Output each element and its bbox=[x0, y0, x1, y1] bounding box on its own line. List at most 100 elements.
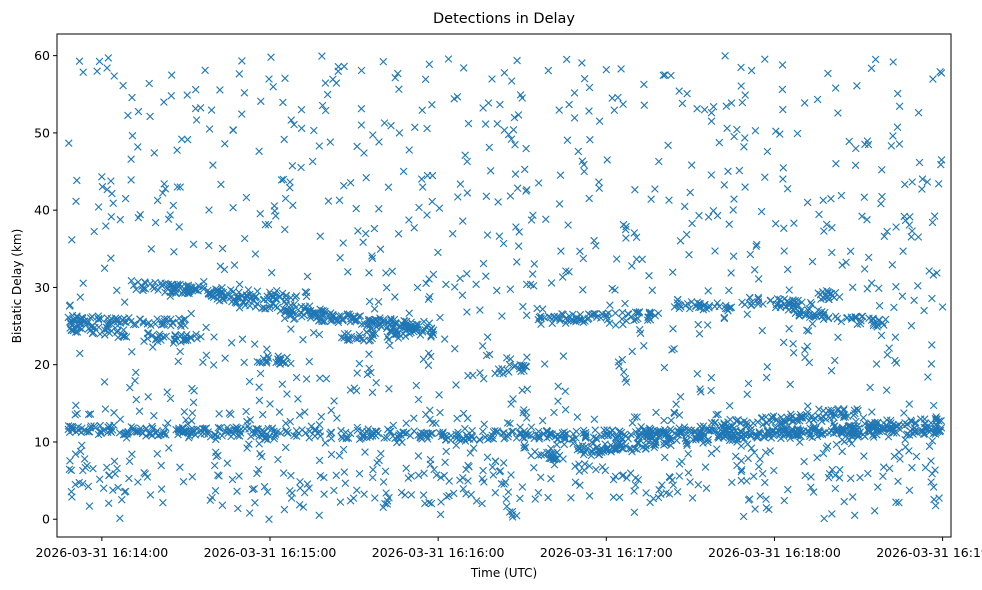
detection-point bbox=[714, 433, 722, 441]
detection-point bbox=[402, 419, 410, 428]
detection-point bbox=[318, 52, 326, 60]
detection-point bbox=[684, 450, 692, 458]
detection-point bbox=[727, 99, 736, 107]
detection-point bbox=[272, 212, 280, 220]
detection-point bbox=[116, 215, 125, 224]
detection-point bbox=[192, 330, 200, 339]
detection-point bbox=[132, 285, 140, 294]
detection-point bbox=[672, 400, 680, 408]
detection-point bbox=[853, 82, 861, 90]
detection-point bbox=[686, 188, 694, 197]
detection-point bbox=[270, 434, 278, 443]
detection-point bbox=[585, 462, 594, 470]
detection-point bbox=[819, 196, 827, 205]
detection-point bbox=[235, 427, 244, 435]
detection-point bbox=[369, 131, 377, 139]
detection-point bbox=[283, 429, 292, 437]
detection-point bbox=[747, 66, 756, 75]
detection-point bbox=[628, 262, 636, 270]
detection-point bbox=[110, 72, 118, 80]
detection-point bbox=[425, 60, 434, 69]
detection-point bbox=[713, 445, 721, 453]
detection-point bbox=[163, 388, 171, 396]
detection-point bbox=[128, 450, 136, 458]
detection-point bbox=[456, 274, 464, 283]
detection-point bbox=[621, 374, 630, 383]
detection-point bbox=[770, 466, 778, 475]
detection-point bbox=[419, 355, 428, 364]
detection-point bbox=[111, 470, 119, 478]
detection-point bbox=[452, 381, 460, 389]
detection-point bbox=[253, 358, 262, 366]
detection-point bbox=[741, 300, 749, 309]
detection-point bbox=[153, 450, 162, 458]
detection-point bbox=[315, 420, 324, 429]
detection-point bbox=[155, 332, 164, 341]
detection-point bbox=[715, 138, 724, 147]
x-tick-label: 2026-03-31 16:15:00 bbox=[204, 545, 337, 560]
detection-point bbox=[361, 448, 369, 456]
detection-point bbox=[831, 411, 839, 419]
detection-point bbox=[756, 455, 764, 463]
detection-point bbox=[95, 475, 104, 484]
detection-point bbox=[866, 383, 874, 392]
detection-point bbox=[368, 254, 377, 263]
detection-point bbox=[224, 290, 233, 299]
y-tick-label: 50 bbox=[34, 125, 50, 140]
detection-point bbox=[379, 478, 388, 486]
detection-point bbox=[675, 472, 684, 480]
detection-point bbox=[464, 461, 472, 470]
detection-point bbox=[624, 435, 632, 443]
detection-point bbox=[860, 193, 869, 201]
detection-point bbox=[838, 261, 846, 269]
detection-point bbox=[800, 457, 808, 466]
detection-point bbox=[699, 305, 708, 314]
detection-point bbox=[272, 294, 280, 303]
detection-point bbox=[538, 416, 547, 425]
detection-point bbox=[103, 314, 112, 322]
detection-point bbox=[107, 254, 115, 262]
detection-point bbox=[694, 480, 703, 489]
detection-point bbox=[840, 497, 848, 506]
detection-point bbox=[359, 238, 367, 246]
detection-point bbox=[555, 200, 564, 208]
detection-point bbox=[358, 431, 367, 440]
detection-point bbox=[522, 280, 531, 289]
detection-point bbox=[418, 183, 427, 191]
detection-point bbox=[201, 425, 210, 433]
detection-point bbox=[124, 427, 132, 436]
detection-point bbox=[563, 316, 572, 324]
detection-point bbox=[191, 85, 200, 94]
detection-point bbox=[246, 302, 254, 310]
detection-point bbox=[75, 324, 84, 332]
y-tick-label: 30 bbox=[34, 280, 50, 295]
detection-point bbox=[851, 161, 860, 170]
detection-point bbox=[297, 309, 306, 317]
detection-point bbox=[763, 363, 772, 371]
detection-point bbox=[327, 450, 336, 459]
detection-point bbox=[369, 465, 377, 474]
detection-point bbox=[362, 173, 370, 182]
detection-point bbox=[379, 503, 387, 512]
detection-point bbox=[274, 455, 282, 464]
detection-point bbox=[282, 419, 290, 428]
detection-point bbox=[658, 481, 666, 489]
detection-point bbox=[250, 340, 259, 348]
detection-point bbox=[585, 83, 594, 92]
detection-point bbox=[651, 440, 659, 449]
detection-point bbox=[934, 180, 943, 188]
detection-point bbox=[238, 335, 247, 343]
detection-point bbox=[777, 425, 786, 434]
detection-point bbox=[223, 459, 232, 467]
detection-point bbox=[452, 434, 461, 443]
detection-point bbox=[785, 324, 793, 333]
detection-point bbox=[693, 104, 701, 113]
detection-point bbox=[556, 314, 564, 323]
detection-point bbox=[368, 432, 377, 440]
detection-point bbox=[633, 308, 642, 317]
detection-point bbox=[114, 315, 122, 324]
detection-point bbox=[617, 65, 625, 73]
detection-point bbox=[640, 80, 648, 89]
detection-point bbox=[890, 303, 898, 312]
detection-point bbox=[803, 411, 812, 420]
